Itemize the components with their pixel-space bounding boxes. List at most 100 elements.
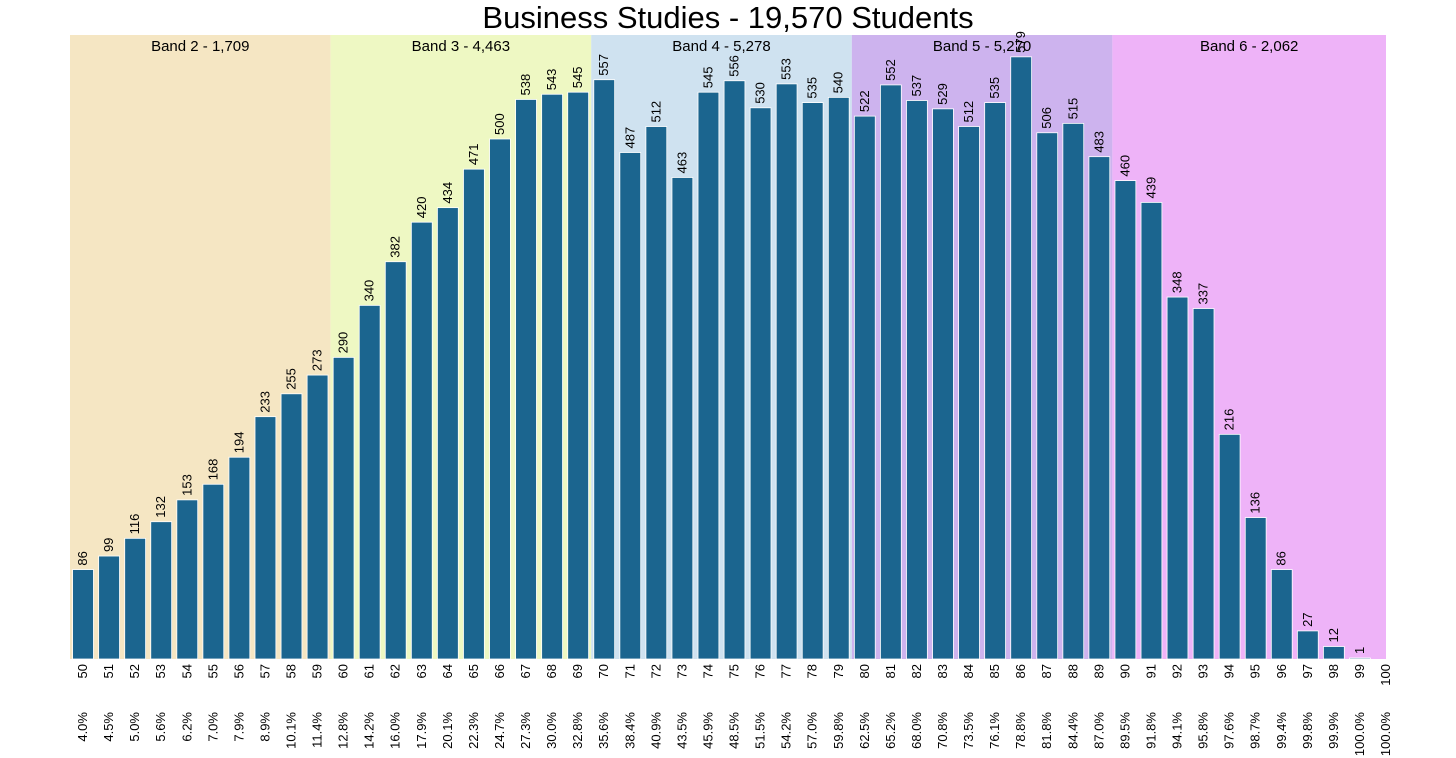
value-label: 86	[1274, 551, 1289, 565]
bar	[280, 393, 303, 660]
band-label: Band 3 - 4,463	[412, 38, 510, 55]
x-tick-label: 97	[1300, 664, 1315, 678]
bar	[1010, 56, 1032, 660]
cumulative-percent-label: 62.5%	[857, 712, 872, 749]
value-label: 543	[544, 69, 559, 91]
bar	[1244, 517, 1267, 660]
x-tick-label: 86	[1013, 664, 1028, 678]
x-tick-label: 80	[857, 664, 872, 678]
bar	[254, 416, 277, 660]
cumulative-percent-label: 8.9%	[257, 712, 272, 742]
cumulative-percent-label: 51.5%	[753, 712, 768, 749]
value-label: 153	[179, 474, 194, 496]
x-tick-label: 55	[205, 664, 220, 678]
x-tick-label: 94	[1222, 664, 1237, 678]
x-tick-label: 85	[987, 664, 1002, 678]
cumulative-percent-label: 94.1%	[1170, 712, 1185, 749]
cumulative-percent-label: 95.8%	[1196, 712, 1211, 749]
value-label: 99	[101, 538, 116, 552]
cumulative-percent-label: 45.9%	[700, 712, 715, 749]
cumulative-percent-label: 35.6%	[596, 712, 611, 749]
cumulative-percent-label: 81.8%	[1039, 712, 1054, 749]
x-tick-label: 64	[440, 664, 455, 678]
band-label: Band 6 - 2,062	[1200, 38, 1298, 55]
value-label: 86	[75, 551, 90, 565]
bar	[1218, 433, 1241, 660]
bar	[958, 126, 980, 660]
bar	[463, 168, 485, 660]
bar	[749, 107, 772, 660]
cumulative-percent-label: 30.0%	[544, 712, 559, 749]
band-label: Band 2 - 1,709	[151, 38, 249, 55]
value-label: 500	[492, 113, 507, 135]
x-tick-label: 71	[622, 664, 637, 678]
cumulative-percent-label: 22.3%	[466, 712, 481, 749]
cumulative-percent-label: 65.2%	[883, 712, 898, 749]
x-tick-label: 61	[362, 664, 377, 678]
bar	[1036, 132, 1059, 660]
value-label: 463	[674, 152, 689, 174]
cumulative-percent-label: 48.5%	[727, 712, 742, 749]
value-label: 483	[1091, 131, 1106, 153]
value-label: 12	[1326, 628, 1341, 642]
cumulative-percent-label: 70.8%	[935, 712, 950, 749]
value-label: 506	[1039, 107, 1054, 129]
x-tick-label: 60	[336, 664, 351, 678]
x-tick-labels: 50 51 52 53 54 55 56 57 58 59 60 61 62 63 64 65 66 67 68 69…	[75, 664, 1393, 686]
cumulative-percent-label: 32.8%	[570, 712, 585, 749]
value-label: 255	[284, 368, 299, 390]
value-label: 420	[414, 196, 429, 218]
x-tick-label: 91	[1143, 664, 1158, 678]
value-label: 382	[388, 236, 403, 258]
bar	[567, 91, 589, 660]
value-label: 439	[1143, 177, 1158, 199]
x-tick-label: 76	[753, 664, 768, 678]
x-tick-label: 72	[648, 664, 663, 678]
bar	[880, 84, 902, 660]
cumulative-percent-label: 87.0%	[1091, 712, 1106, 749]
x-tick-label: 59	[310, 664, 325, 678]
bar	[645, 126, 668, 660]
band-label: Band 4 - 5,278	[672, 38, 770, 55]
cumulative-percent-label: 73.5%	[961, 712, 976, 749]
bar	[1114, 180, 1137, 660]
x-tick-label: 89	[1091, 664, 1106, 678]
bar	[1140, 202, 1163, 660]
cumulative-percent-label: 89.5%	[1117, 712, 1132, 749]
cumulative-percent-label: 7.9%	[231, 712, 246, 742]
value-label: 545	[700, 66, 715, 88]
bar	[697, 91, 720, 660]
x-tick-label: 93	[1196, 664, 1211, 678]
bar	[384, 261, 407, 660]
bar	[1062, 123, 1085, 660]
bar	[1270, 569, 1293, 660]
bar	[515, 99, 537, 660]
bar	[332, 356, 355, 660]
x-tick-label: 74	[700, 664, 715, 678]
value-label: 538	[518, 74, 533, 96]
cumulative-percent-label: 76.1%	[987, 712, 1002, 749]
value-label: 535	[805, 77, 820, 99]
x-tick-label: 99	[1352, 664, 1367, 678]
cumulative-percent-label: 5.0%	[127, 712, 142, 742]
cumulative-percent-label: 7.0%	[205, 712, 220, 742]
value-label: 194	[231, 432, 246, 454]
bar	[1349, 657, 1371, 660]
value-label: 471	[466, 143, 481, 165]
cumulative-percent-label: 14.2%	[362, 712, 377, 749]
x-tick-label: 92	[1170, 664, 1185, 678]
cumulative-percent-label: 40.9%	[648, 712, 663, 749]
cumulative-percent-label: 78.8%	[1013, 712, 1028, 749]
cumulative-percent-label: 97.6%	[1222, 712, 1237, 749]
cumulative-percent-label: 91.8%	[1143, 712, 1158, 749]
cumulative-percent-label: 99.9%	[1326, 712, 1341, 749]
value-labels: 86 99 116 132 153 168 194 233 255 273 290 340 382 420…	[75, 31, 1367, 654]
cumulative-percent-label: 57.0%	[805, 712, 820, 749]
x-tick-label: 68	[544, 664, 559, 678]
x-tick-label: 65	[466, 664, 481, 678]
value-label: 512	[648, 101, 663, 123]
bar	[228, 456, 251, 660]
cumulative-percent-label: 38.4%	[622, 712, 637, 749]
value-label: 537	[909, 75, 924, 97]
